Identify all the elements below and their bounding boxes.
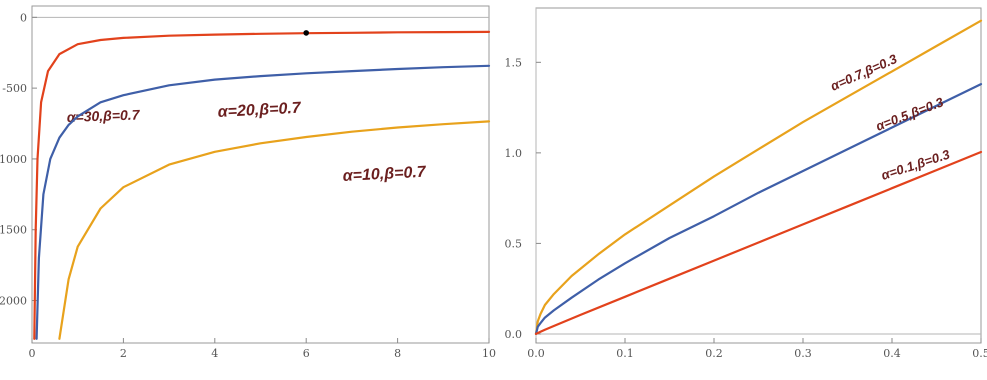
series-label: α=0.5,β=0.3 <box>874 94 946 134</box>
y-tick-label: 1.5 <box>505 56 523 69</box>
y-tick-label: -1000 <box>0 153 27 166</box>
left-panel: 02468100-500-1000-1500-2000α=30,β=0.7α=2… <box>0 5 496 360</box>
plot-frame <box>31 5 490 344</box>
x-tick-label: 6 <box>303 347 310 360</box>
x-tick-label: 2 <box>120 347 127 360</box>
y-tick-label: -1500 <box>0 224 27 237</box>
x-tick-label: 0 <box>29 347 36 360</box>
x-tick-label: 0.5 <box>972 347 987 360</box>
x-tick-label: 0.3 <box>794 347 812 360</box>
series-line <box>534 150 983 335</box>
y-tick-label: 0 <box>20 11 27 24</box>
x-tick-label: 8 <box>394 347 401 360</box>
series-label: α=20,β=0.7 <box>217 100 302 121</box>
x-tick-label: 0.2 <box>705 347 723 360</box>
series-line <box>35 64 491 340</box>
y-tick-label: 0.0 <box>505 328 523 341</box>
y-tick-label: 1.0 <box>505 147 523 160</box>
series-line <box>58 120 491 340</box>
right-panel: 0.0 0.1 0.2 0.3 0.4 0.50.00.51.01.5 α=0.7,β=0.… <box>505 7 987 360</box>
series-line <box>33 30 491 340</box>
y-tick-label: 0.5 <box>505 237 523 250</box>
y-tick-label: -500 <box>2 82 27 95</box>
x-tick-label: 10 <box>482 347 496 360</box>
series-line <box>534 19 983 335</box>
x-tick-label: 4 <box>211 347 218 360</box>
x-tick-label: 0.4 <box>883 347 901 360</box>
y-tick-label: -2000 <box>0 295 27 308</box>
data-point-marker <box>303 30 310 36</box>
x-tick-label: 0.0 <box>527 347 545 360</box>
series-line <box>534 83 983 335</box>
series-label: α=10,β=0.7 <box>342 164 427 185</box>
x-tick-label: 0.1 <box>616 347 634 360</box>
